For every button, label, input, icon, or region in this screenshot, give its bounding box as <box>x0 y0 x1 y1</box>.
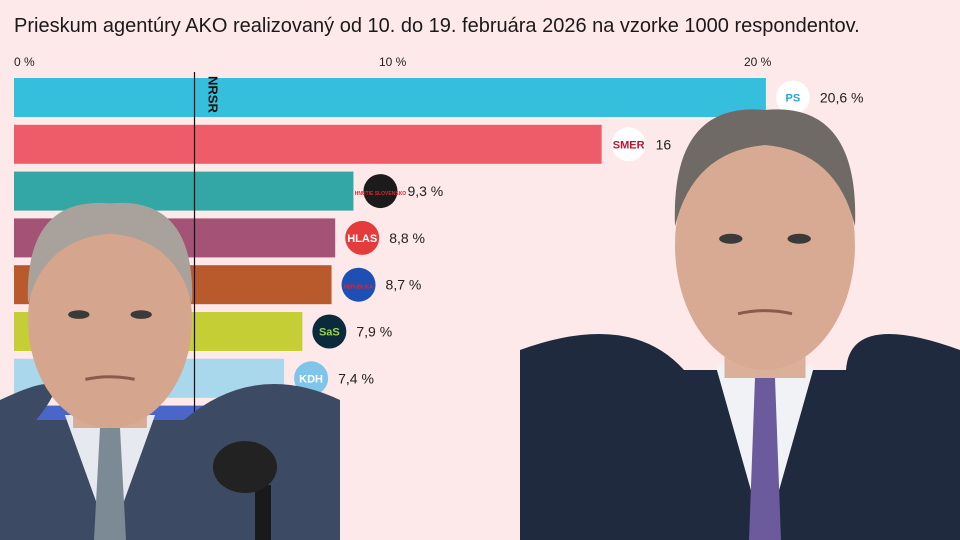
bar-value-label: 8,8 % <box>389 230 425 246</box>
axis-tick-label: 20 % <box>744 55 772 69</box>
tie-shape <box>749 378 781 540</box>
axis-tick-label: 0 % <box>14 55 35 69</box>
party-logo-text: HLAS <box>347 233 377 245</box>
eye-shape <box>68 310 90 319</box>
bar <box>14 124 602 164</box>
eye-shape <box>787 233 811 244</box>
party-logo-text: SaS <box>319 327 340 339</box>
bar-value-label: 8,7 % <box>386 277 422 293</box>
party-logo-icon: HLAS <box>345 220 380 255</box>
hair-shape <box>27 202 193 304</box>
mouth-shape <box>737 309 793 316</box>
axis-tick-label: 10 % <box>379 55 407 69</box>
chart-subtitle: Prieskum agentúry AKO realizovaný od 10.… <box>14 15 860 37</box>
suit-shape <box>0 384 340 540</box>
bar-value-label: 20,6 % <box>820 90 864 106</box>
party-logo-text: REPUBLIKA <box>344 285 374 291</box>
politician-right-photo <box>520 109 960 540</box>
eye-shape <box>719 233 743 244</box>
party-logo-text: SMER <box>613 139 645 151</box>
bar-value-label: 7,4 % <box>338 370 374 386</box>
hair-shape <box>674 109 856 227</box>
bar <box>14 171 354 211</box>
eye-shape <box>130 310 152 319</box>
bar <box>14 78 766 117</box>
party-logo-icon: HNUTIE SLOVENSKO <box>355 174 407 209</box>
party-logo-icon: SMER <box>611 127 646 162</box>
microphone-icon <box>213 441 277 493</box>
face-shape <box>28 212 192 428</box>
bar-value-label: 16 <box>656 136 672 152</box>
party-logo-icon: PS <box>775 80 810 115</box>
party-logo-text: KDH <box>299 373 323 385</box>
microphone-stand <box>255 485 271 540</box>
party-logo-icon: REPUBLIKA <box>341 267 376 302</box>
party-logo-text: HNUTIE SLOVENSKO <box>355 191 407 197</box>
mouth-shape <box>85 375 135 381</box>
party-logo-icon: SaS <box>312 314 347 349</box>
threshold-label: NRSR <box>206 76 221 113</box>
bar-value-label: 9,3 % <box>407 183 443 199</box>
politician-left-photo <box>0 202 340 540</box>
party-logo-icon: KDH <box>294 361 329 396</box>
tie-shape <box>94 428 126 540</box>
party-logo-text: PS <box>786 93 801 105</box>
face-shape <box>675 120 855 370</box>
bar-value-label: 7,9 % <box>356 324 392 340</box>
